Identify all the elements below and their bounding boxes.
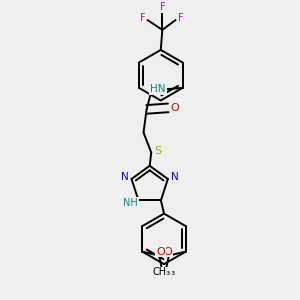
Text: O: O: [163, 247, 172, 256]
Text: O: O: [156, 247, 165, 256]
Text: O: O: [171, 103, 179, 113]
Text: N: N: [121, 172, 129, 182]
Text: N: N: [171, 172, 178, 182]
Text: S: S: [154, 146, 162, 156]
Text: F: F: [160, 2, 165, 12]
Text: F: F: [140, 13, 146, 22]
Text: HN: HN: [150, 84, 166, 94]
Text: CH₃: CH₃: [158, 268, 175, 278]
Text: CH₃: CH₃: [152, 268, 171, 278]
Text: F: F: [178, 13, 183, 22]
Text: NH: NH: [123, 198, 138, 208]
